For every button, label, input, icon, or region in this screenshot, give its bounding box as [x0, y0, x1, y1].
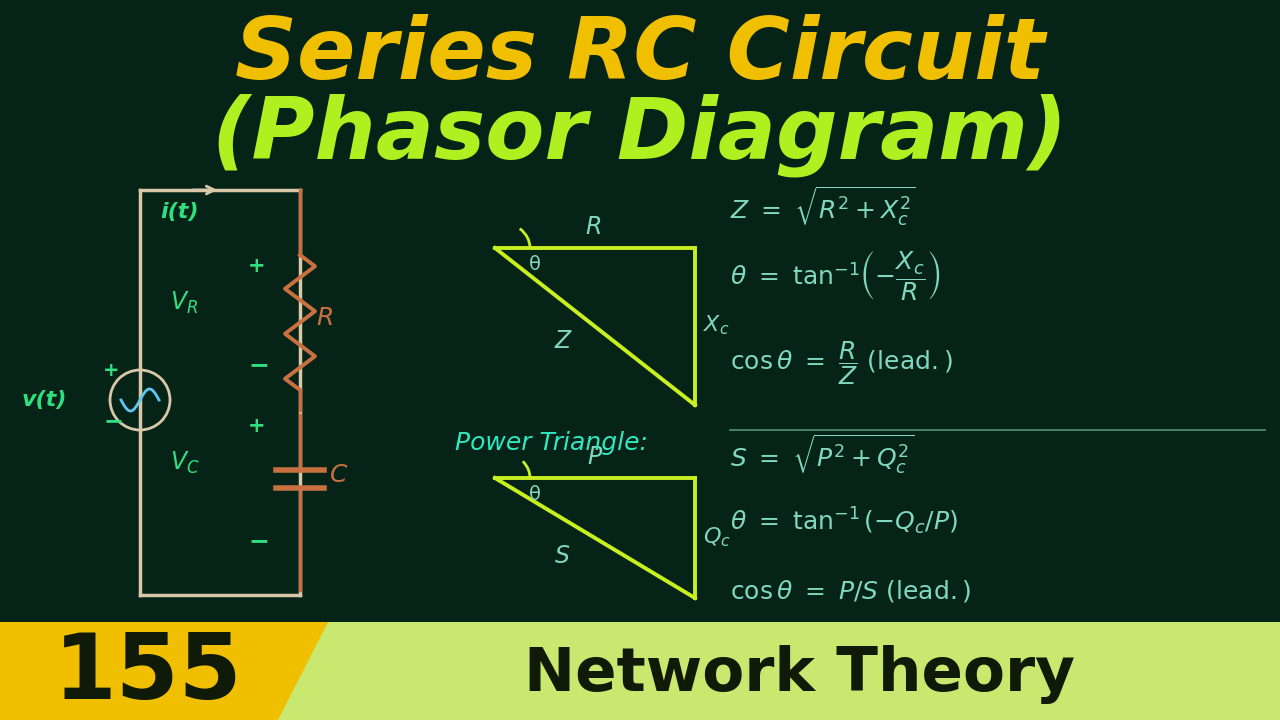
Text: $V_R$: $V_R$ [170, 290, 198, 316]
Text: 155: 155 [54, 630, 242, 718]
Text: v(t): v(t) [22, 390, 68, 410]
Text: i(t): i(t) [160, 202, 198, 222]
Text: R: R [585, 215, 602, 239]
Text: $V_C$: $V_C$ [170, 450, 200, 476]
Polygon shape [0, 622, 346, 720]
Text: −: − [248, 529, 269, 553]
Text: $X_c$: $X_c$ [703, 313, 730, 337]
Text: $\theta\ =\ \tan^{-1}\!\left(-\dfrac{X_c}{R}\right)$: $\theta\ =\ \tan^{-1}\!\left(-\dfrac{X_c… [730, 249, 941, 302]
Text: $\theta\ =\ \tan^{-1}(-Q_c/P)$: $\theta\ =\ \tan^{-1}(-Q_c/P)$ [730, 505, 957, 536]
Text: $\cos\theta\ =\ P/S\ \mathrm{(lead.)}$: $\cos\theta\ =\ P/S\ \mathrm{(lead.)}$ [730, 577, 972, 603]
Polygon shape [278, 622, 1280, 720]
Text: Power Triangle:: Power Triangle: [454, 431, 648, 455]
Text: +: + [102, 361, 119, 380]
Text: Z: Z [556, 329, 571, 353]
Text: Series RC Circuit: Series RC Circuit [236, 14, 1044, 96]
Text: Network Theory: Network Theory [525, 644, 1075, 703]
Text: $\cos\theta\ =\ \dfrac{R}{Z}\ \mathrm{(lead.)}$: $\cos\theta\ =\ \dfrac{R}{Z}\ \mathrm{(l… [730, 339, 952, 387]
Text: θ: θ [529, 255, 541, 274]
Text: +: + [248, 256, 266, 276]
Text: P: P [588, 445, 602, 469]
Text: −: − [248, 353, 269, 377]
Text: θ: θ [529, 485, 541, 504]
Text: $Z\ =\ \sqrt{R^2+X_c^2}$: $Z\ =\ \sqrt{R^2+X_c^2}$ [730, 185, 916, 230]
Text: $Q_c$: $Q_c$ [703, 525, 731, 549]
Text: +: + [248, 416, 266, 436]
Text: $S\ =\ \sqrt{P^2+Q_c^2}$: $S\ =\ \sqrt{P^2+Q_c^2}$ [730, 433, 914, 477]
Text: (Phasor Diagram): (Phasor Diagram) [212, 94, 1068, 176]
Text: C: C [330, 463, 347, 487]
Text: −: − [102, 409, 123, 433]
Text: R: R [316, 306, 333, 330]
Text: S: S [556, 544, 570, 568]
